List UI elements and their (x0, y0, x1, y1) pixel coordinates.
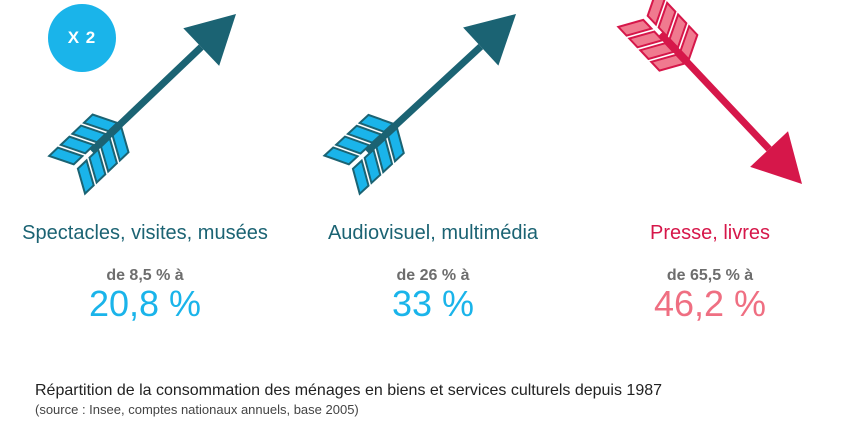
arrow-feather (387, 126, 405, 164)
arrow-feather (616, 18, 654, 37)
arrow-feather (638, 42, 676, 61)
arrow-feather (363, 147, 382, 185)
arrow-feather (322, 146, 360, 166)
arrow-feather (82, 113, 120, 133)
arrow-head (183, 14, 236, 66)
item-presse: Presse, livres de 65,5 % à 46,2 % (575, 222, 845, 325)
arrow-feather (679, 24, 699, 62)
arrow-feather (649, 53, 687, 72)
arrow-feather (346, 124, 384, 144)
arrow-feather (99, 136, 119, 174)
trend-arrows (47, 0, 802, 196)
arrow-shaft (89, 44, 204, 154)
arrow-up-audiovisuel (322, 14, 516, 196)
arrow-up-spectacles (47, 14, 236, 196)
caption: Répartition de la consommation des ménag… (35, 382, 662, 417)
item-audiovisuel: Audiovisuel, multimédia de 26 % à 33 % (298, 222, 568, 325)
chart-title: Répartition de la consommation des ménag… (35, 382, 663, 399)
to-value: 20,8 % (88, 283, 202, 324)
category-label: Presse, livres (649, 222, 771, 244)
chart-source: (source : Insee, comptes nationaux annue… (35, 402, 359, 417)
to-value: 46,2 % (653, 283, 767, 324)
arrow-head (750, 131, 802, 184)
arrow-feather (88, 147, 107, 185)
arrow-feather (111, 125, 130, 163)
category-label: Spectacles, visites, musées (22, 222, 268, 244)
from-value: de 65,5 % à (666, 267, 754, 284)
arrow-feather (646, 0, 666, 27)
arrow-feather (334, 135, 372, 155)
item-spectacles: Spectacles, visites, musées de 8,5 % à 2… (10, 222, 280, 325)
arrow-shaft (364, 44, 484, 155)
arrow-feather (657, 1, 677, 39)
arrow-feather (76, 158, 95, 196)
arrow-shaft (658, 31, 772, 152)
arrow-feather (70, 124, 108, 144)
category-label: Audiovisuel, multimédia (327, 222, 539, 244)
arrow-feather (47, 146, 85, 166)
arrow-feather (357, 113, 395, 133)
arrow-feather (351, 158, 370, 196)
to-value: 33 % (391, 283, 475, 324)
multiplier-badge: X 2 (48, 4, 116, 72)
arrow-down-presse (616, 0, 802, 184)
from-value: de 26 % à (396, 267, 470, 284)
arrow-feather (668, 12, 688, 50)
from-value: de 8,5 % à (106, 267, 184, 284)
arrow-feather (375, 137, 394, 174)
arrow-feather (627, 30, 665, 49)
arrow-head (463, 14, 516, 66)
arrow-feather (58, 135, 96, 155)
